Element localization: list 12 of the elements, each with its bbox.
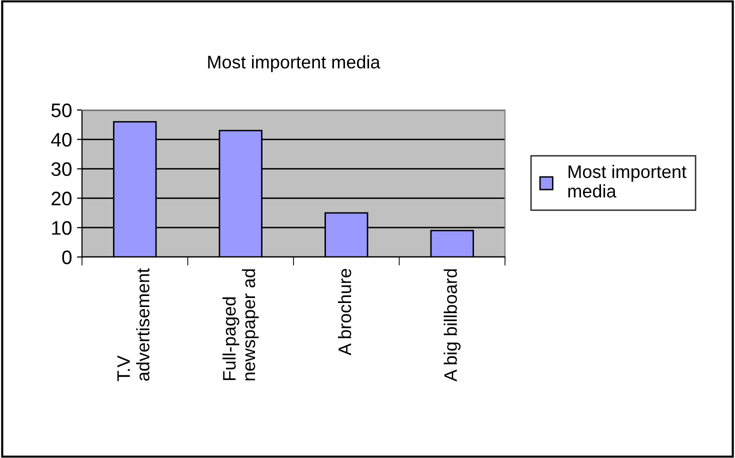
x-tick-label: A brochure <box>338 268 352 356</box>
legend-label: Most importent media <box>568 164 686 198</box>
x-tick-label: T.V advertisement <box>117 268 150 382</box>
y-tick-label: 30 <box>51 162 72 176</box>
x-tick-label: A big billboard <box>444 269 461 382</box>
y-tick-label: 10 <box>52 221 72 235</box>
y-tick-label: 40 <box>51 132 72 147</box>
y-tick-label: 20 <box>52 192 72 206</box>
chart-title: Most importent media <box>208 55 380 72</box>
y-tick-label: 0 <box>62 250 72 264</box>
x-tick-label: Full-paged newspaper ad <box>222 269 259 380</box>
y-tick-label: 50 <box>51 103 72 118</box>
